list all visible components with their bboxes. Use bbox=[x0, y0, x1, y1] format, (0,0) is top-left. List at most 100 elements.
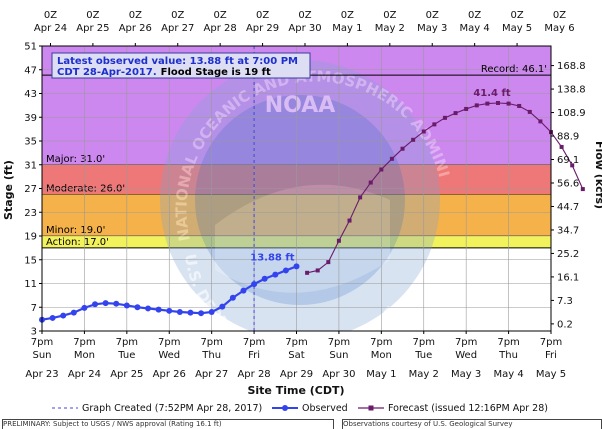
top-tick-hour: 0Z bbox=[426, 10, 439, 21]
observed-point bbox=[282, 267, 289, 274]
bottom-tick-day: Mon bbox=[371, 350, 392, 361]
observed-point bbox=[123, 302, 130, 309]
top-tick-date: May 4 bbox=[460, 23, 490, 34]
forecast-peak-label: 41.4 ft bbox=[473, 88, 511, 99]
forecast-point bbox=[506, 101, 511, 106]
forecast-point bbox=[453, 111, 458, 116]
right-tick-label: 168.8 bbox=[557, 61, 586, 72]
top-tick-hour: 0Z bbox=[341, 10, 354, 21]
forecast-point bbox=[495, 101, 500, 105]
left-tick-label: 11 bbox=[24, 279, 37, 290]
latest-observed-value: 13.88 ft at 7:00 PM bbox=[190, 56, 298, 67]
right-tick-label: 7.3 bbox=[557, 296, 573, 307]
right-tick-label: 138.8 bbox=[557, 85, 586, 96]
observed-point bbox=[166, 307, 173, 314]
bottom-tick-date: May 1 bbox=[366, 369, 396, 380]
bottom-tick-day: Sun bbox=[32, 350, 51, 361]
observed-point bbox=[293, 263, 300, 270]
bottom-tick-day: Sat bbox=[288, 350, 304, 361]
left-tick-label: 39 bbox=[24, 113, 37, 124]
observed-point bbox=[219, 303, 226, 310]
legend-observed-label: Observed bbox=[302, 403, 348, 414]
top-tick-date: May 5 bbox=[502, 23, 532, 34]
forecast-point bbox=[474, 103, 479, 108]
forecast-point bbox=[347, 218, 352, 223]
forecast-point bbox=[336, 238, 341, 243]
x-axis-title: Site Time (CDT) bbox=[247, 384, 344, 397]
top-tick-hour: 0Z bbox=[171, 10, 184, 21]
top-tick-hour: 0Z bbox=[298, 10, 311, 21]
bottom-tick-time: 7pm bbox=[158, 337, 180, 348]
y-axis-title-left: Stage (ft) bbox=[2, 160, 15, 220]
bottom-tick-date: Apr 23 bbox=[25, 369, 58, 380]
bottom-tick-day: Fri bbox=[545, 350, 557, 361]
observed-point bbox=[155, 306, 162, 313]
observed-point bbox=[70, 309, 77, 316]
observed-point bbox=[113, 300, 120, 307]
left-tick-label: 47 bbox=[24, 65, 37, 76]
forecast-point bbox=[464, 106, 469, 111]
band-label-minor: Minor: 19.0' bbox=[46, 225, 105, 236]
observed-point bbox=[60, 312, 67, 319]
bottom-tick-time: 7pm bbox=[370, 337, 392, 348]
bottom-tick-day: Mon bbox=[74, 350, 95, 361]
bottom-tick-day: Wed bbox=[158, 350, 180, 361]
left-tick-label: 31 bbox=[24, 160, 37, 171]
left-tick-label: 23 bbox=[24, 208, 37, 219]
right-tick-label: 0.2 bbox=[557, 319, 573, 330]
bottom-tick-time: 7pm bbox=[455, 337, 477, 348]
observed-point bbox=[176, 309, 183, 315]
left-tick-label: 27 bbox=[24, 184, 37, 195]
bottom-tick-date: Apr 26 bbox=[153, 369, 186, 380]
bottom-tick-day: Sun bbox=[329, 350, 348, 361]
forecast-point bbox=[389, 156, 394, 161]
latest-observed-date: CDT 28-Apr-2017. bbox=[57, 67, 157, 78]
top-tick-date: Apr 27 bbox=[161, 23, 194, 34]
forecast-point bbox=[517, 103, 522, 108]
bottom-tick-time: 7pm bbox=[200, 337, 222, 348]
top-tick-hour: 0Z bbox=[383, 10, 396, 21]
observed-last-label: 13.88 ft bbox=[250, 252, 294, 263]
forecast-point bbox=[538, 119, 543, 124]
bottom-tick-date: May 2 bbox=[409, 369, 439, 380]
top-tick-date: Apr 25 bbox=[76, 23, 109, 34]
latest-observed-prefix: Latest observed value: bbox=[57, 56, 190, 67]
band-label-moderate: Moderate: 26.0' bbox=[46, 183, 125, 194]
right-tick-label: 25.2 bbox=[557, 249, 579, 260]
forecast-point bbox=[400, 146, 405, 151]
left-tick-label: 3 bbox=[31, 327, 37, 338]
legend: Graph Created (7:52PM Apr 28, 2017) Obse… bbox=[52, 403, 548, 414]
forecast-point bbox=[527, 109, 532, 114]
bottom-tick-time: 7pm bbox=[31, 337, 53, 348]
svg-text:Latest observed value: 13.88 f: Latest observed value: 13.88 ft at 7:00 … bbox=[57, 56, 298, 67]
right-tick-label: 34.7 bbox=[557, 225, 579, 236]
forecast-point bbox=[442, 115, 447, 120]
right-tick-label: 88.9 bbox=[557, 132, 579, 143]
forecast-point bbox=[570, 163, 575, 168]
legend-forecast-marker bbox=[368, 405, 374, 411]
right-tick-label: 69.1 bbox=[557, 155, 579, 166]
forecast-point bbox=[315, 268, 320, 273]
bottom-tick-day: Tue bbox=[117, 350, 135, 361]
observed-point bbox=[272, 271, 279, 278]
forecast-point bbox=[421, 129, 426, 134]
watermark-center-text: NOAA bbox=[265, 93, 336, 118]
bottom-tick-time: 7pm bbox=[413, 337, 435, 348]
top-tick-date: May 6 bbox=[544, 23, 574, 34]
bottom-tick-time: 7pm bbox=[73, 337, 95, 348]
bottom-tick-date: Apr 25 bbox=[110, 369, 143, 380]
bottom-tick-date: Apr 24 bbox=[68, 369, 101, 380]
forecast-point bbox=[379, 167, 384, 172]
observed-point bbox=[92, 301, 99, 308]
y-axis-title-right: Flow (kcfs) bbox=[593, 141, 602, 209]
legend-observed-marker bbox=[282, 405, 288, 411]
legend-graph-created-label: Graph Created (7:52PM Apr 28, 2017) bbox=[82, 403, 262, 414]
bottom-tick-date: Apr 29 bbox=[280, 369, 313, 380]
legend-forecast-label: Forecast (issued 12:16PM Apr 28) bbox=[388, 403, 548, 414]
top-tick-hour: 0Z bbox=[214, 10, 227, 21]
footer-left-text: PRELIMINARY: Subject to USGS / NWS appro… bbox=[3, 420, 222, 428]
band-label-action: Action: 17.0' bbox=[46, 237, 109, 248]
observed-point bbox=[229, 294, 236, 301]
top-tick-date: May 2 bbox=[375, 23, 405, 34]
observed-point bbox=[261, 275, 268, 282]
